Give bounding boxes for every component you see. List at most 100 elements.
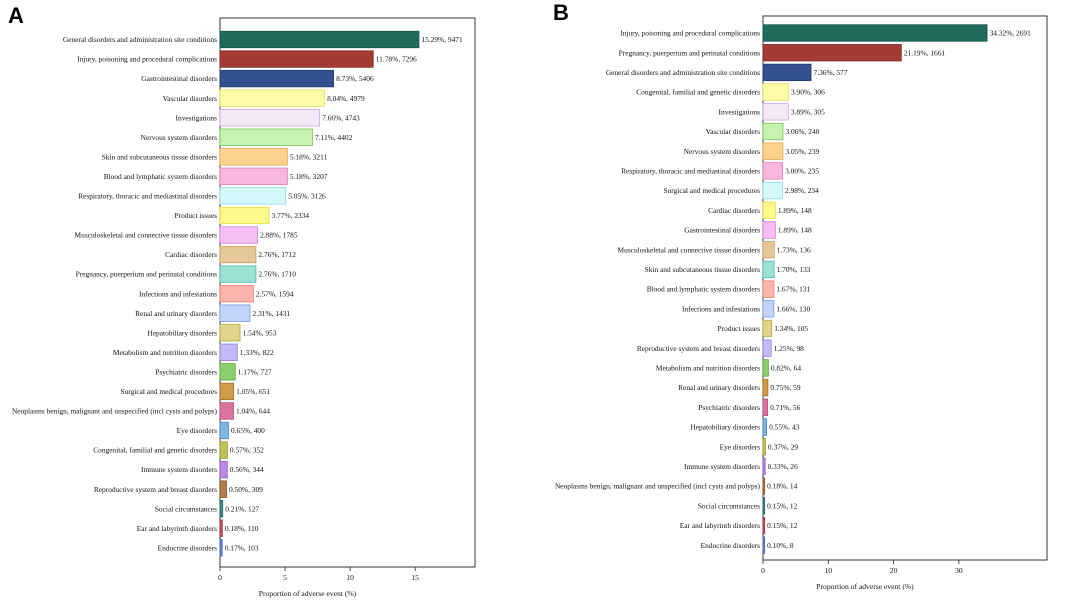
value-label-a-11: 2.88%, 1785 — [260, 231, 298, 240]
category-label-a-20: Neoplasms benign, malignant and unspecif… — [12, 407, 218, 416]
bar-a-24 — [219, 480, 227, 498]
category-label-a-18: Psychiatric disorders — [155, 367, 217, 376]
category-label-b-3: General disorders and administration sit… — [606, 68, 760, 77]
category-label-a-22: Congenital, familial and genetic disorde… — [93, 446, 217, 455]
category-label-a-13: Pregnancy, puerperium and perinatal cond… — [76, 270, 217, 279]
bar-b-24 — [762, 477, 766, 495]
value-label-a-24: 0.50%, 309 — [229, 485, 263, 494]
category-label-a-12: Cardiac disorders — [165, 250, 217, 259]
value-label-b-24: 0.18%, 14 — [767, 482, 797, 491]
value-label-a-5: 7.66%, 4743 — [322, 113, 360, 122]
category-label-a-17: Metabolism and nutrition disorders — [113, 348, 217, 357]
value-label-a-10: 3.77%, 2334 — [272, 211, 310, 220]
bar-a-11 — [219, 226, 258, 244]
category-label-b-15: Infections and infestations — [682, 304, 760, 313]
category-label-b-9: Surgical and medical procedures — [663, 186, 760, 195]
value-label-a-16: 1.54%, 953 — [243, 328, 277, 337]
bar-a-12 — [219, 245, 257, 264]
bar-a-27 — [219, 539, 223, 557]
x-tick-label-a-0: 0 — [218, 573, 222, 582]
value-label-a-22: 0.57%, 352 — [230, 446, 264, 455]
category-label-b-14: Blood and lymphatic system disorders — [647, 285, 760, 294]
value-label-b-6: 3.06%, 240 — [785, 127, 819, 136]
value-label-b-3: 7.36%, 577 — [814, 68, 848, 77]
bar-b-1 — [762, 24, 988, 42]
category-label-b-27: Endocrine disorders — [701, 541, 760, 550]
value-label-b-8: 3.00%, 235 — [785, 167, 819, 176]
value-label-b-21: 0.55%, 43 — [769, 423, 799, 432]
x-tick-label-b-1: 10 — [824, 566, 832, 575]
category-label-b-21: Hepatobiliary disorders — [690, 423, 760, 432]
bar-b-15 — [762, 300, 775, 318]
category-label-b-17: Reproductive system and breast disorders — [637, 344, 760, 353]
value-label-a-1: 15.29%, 9471 — [421, 35, 463, 44]
category-label-a-25: Social circumstances — [155, 504, 217, 513]
x-tick-label-a-3: 15 — [411, 573, 419, 582]
value-label-b-4: 3.90%, 306 — [791, 88, 825, 97]
bar-b-26 — [762, 516, 766, 535]
category-label-b-12: Musculoskeletal and connective tissue di… — [618, 245, 761, 254]
category-label-b-1: Injury, poisoning and procedural complic… — [620, 29, 760, 38]
category-label-a-26: Ear and labyrinth disorders — [137, 524, 217, 533]
bar-b-22 — [762, 438, 766, 456]
value-label-b-18: 0.82%, 64 — [771, 364, 801, 373]
bar-b-14 — [762, 280, 775, 298]
value-label-b-5: 3.89%, 305 — [791, 107, 825, 116]
category-label-a-4: Vascular disorders — [163, 94, 218, 103]
value-label-b-27: 0.10%, 8 — [767, 541, 794, 550]
category-label-b-26: Ear and labyrinth disorders — [680, 521, 760, 530]
category-label-b-25: Social circumstances — [698, 501, 760, 510]
bar-a-18 — [219, 363, 236, 381]
value-label-b-23: 0.33%, 26 — [768, 462, 798, 471]
value-label-a-14: 2.57%, 1594 — [256, 289, 294, 298]
bar-b-16 — [762, 319, 773, 338]
category-label-a-6: Nervous system disorders — [141, 133, 217, 142]
bar-b-27 — [762, 536, 766, 554]
bar-b-25 — [762, 497, 766, 515]
category-label-a-23: Immune system disorders — [141, 465, 217, 474]
value-label-a-4: 8.04%, 4979 — [327, 94, 365, 103]
value-label-a-12: 2.76%, 1712 — [258, 250, 296, 259]
bar-a-2 — [219, 50, 374, 68]
x-tick-label-a-2: 10 — [346, 573, 354, 582]
bar-b-11 — [762, 221, 776, 239]
category-label-b-4: Congenital, familial and genetic disorde… — [636, 88, 760, 97]
category-label-b-13: Skin and subcutaneous tissue disorders — [645, 265, 760, 274]
value-label-a-2: 11.78%, 7296 — [376, 55, 417, 64]
value-label-b-19: 0.75%, 59 — [770, 383, 800, 392]
category-label-a-14: Infections and infestations — [139, 289, 217, 298]
value-label-a-9: 5.05%, 3126 — [288, 192, 326, 201]
bar-b-18 — [762, 359, 769, 377]
bar-b-6 — [762, 122, 784, 141]
value-label-a-26: 0.18%, 110 — [225, 524, 259, 533]
bar-a-22 — [219, 441, 228, 459]
bar-b-7 — [762, 142, 784, 160]
value-label-a-21: 0.65%, 400 — [231, 426, 265, 435]
bar-b-17 — [762, 339, 772, 357]
value-label-a-17: 1.33%, 822 — [240, 348, 274, 357]
value-label-a-20: 1.04%, 644 — [236, 407, 270, 416]
category-label-a-9: Respiratory, thoracic and mediastinal di… — [78, 192, 217, 201]
value-label-a-27: 0.17%, 103 — [225, 543, 259, 552]
bar-b-23 — [762, 457, 766, 476]
category-label-b-22: Eye disorders — [720, 442, 761, 451]
value-label-a-7: 5.18%, 3211 — [290, 152, 328, 161]
x-tick-label-b-2: 20 — [890, 566, 898, 575]
bar-b-20 — [762, 398, 769, 416]
value-label-b-15: 1.66%, 130 — [776, 304, 810, 313]
category-label-b-7: Nervous system disorders — [684, 147, 760, 156]
category-label-b-16: Product issues — [718, 324, 761, 333]
category-label-a-21: Eye disorders — [177, 426, 218, 435]
bar-a-3 — [219, 69, 334, 88]
value-label-b-9: 2.98%, 234 — [785, 186, 819, 195]
category-label-a-1: General disorders and administration sit… — [63, 35, 217, 44]
value-label-b-26: 0.15%, 12 — [767, 521, 797, 530]
x-axis-title-a: Proportion of adverse event (%) — [259, 589, 357, 598]
panel-label-a: A — [8, 3, 24, 28]
value-label-b-7: 3.05%, 239 — [785, 147, 819, 156]
category-label-b-23: Immune system disorders — [684, 462, 760, 471]
value-label-b-10: 1.89%, 148 — [778, 206, 812, 215]
value-label-a-25: 0.21%, 127 — [225, 504, 259, 513]
bar-a-13 — [219, 265, 257, 283]
bar-a-26 — [219, 519, 223, 537]
